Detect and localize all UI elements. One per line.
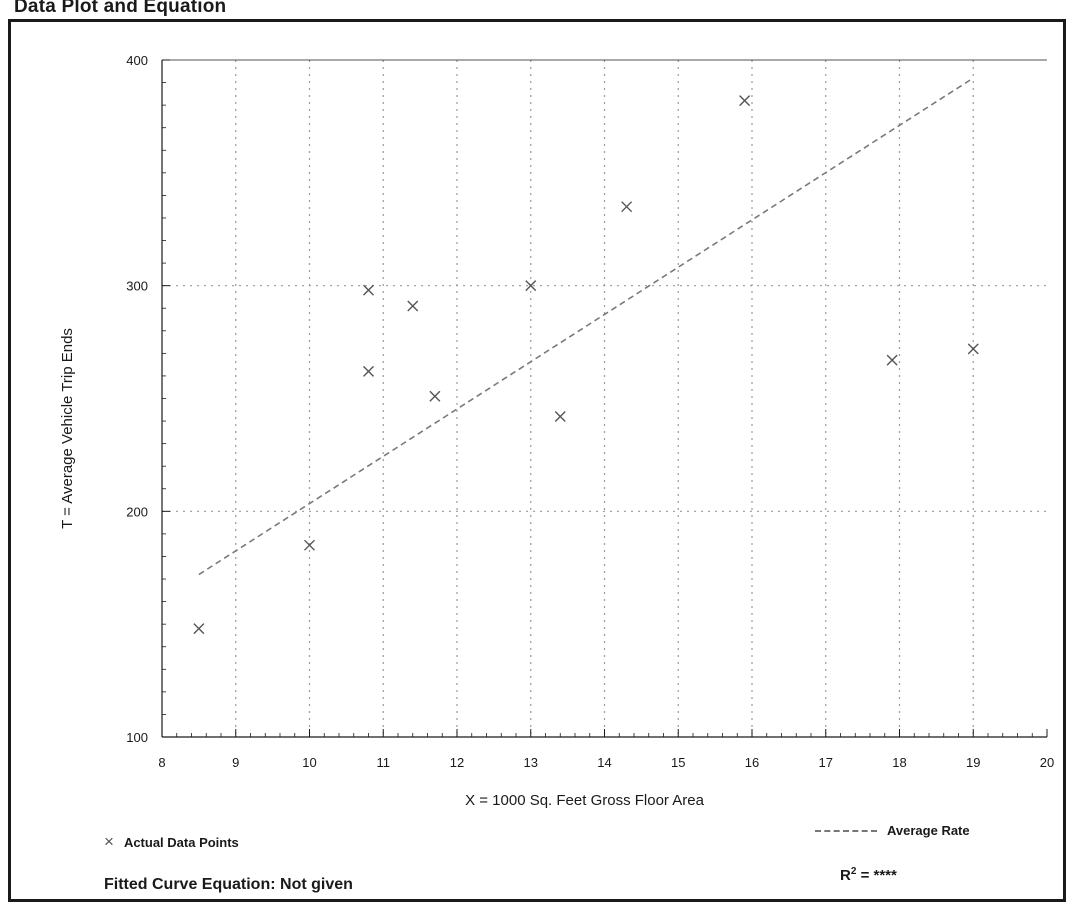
r-squared-lhs: R [840, 867, 851, 884]
legend-average-rate: Average Rate [815, 823, 970, 838]
x-tick-label: 20 [1040, 755, 1054, 770]
legend-average-rate-label: Average Rate [887, 823, 970, 838]
x-tick-label: 17 [819, 755, 833, 770]
x-marker-icon: × [104, 832, 114, 851]
data-point [429, 390, 441, 402]
data-point [407, 300, 419, 312]
x-tick-label: 16 [745, 755, 759, 770]
x-tick-label: 12 [450, 755, 464, 770]
fitted-curve-equation: Fitted Curve Equation: Not given [104, 876, 353, 894]
x-axis-label: X = 1000 Sq. Feet Gross Floor Area [465, 792, 705, 809]
r-squared: R2 = **** [840, 866, 897, 884]
x-tick-label: 19 [966, 755, 980, 770]
legend-actual-points: × Actual Data Points [104, 832, 239, 852]
data-point [886, 354, 898, 366]
data-point [193, 623, 205, 635]
fitted-curve-label: Fitted Curve Equation: [104, 876, 276, 893]
data-point [525, 280, 537, 292]
legend-actual-points-label: Actual Data Points [123, 834, 239, 850]
r-squared-value: = **** [856, 867, 897, 884]
y-tick-label: 400 [126, 53, 148, 68]
x-tick-label: 13 [524, 755, 538, 770]
data-point [304, 539, 315, 551]
average-rate-line [198, 77, 974, 576]
x-tick-label: 11 [377, 755, 391, 770]
dashed-line-icon [815, 829, 877, 832]
y-tick-label: 100 [126, 730, 148, 745]
data-point [363, 365, 374, 377]
fitted-curve-value: Not given [280, 876, 353, 893]
x-tick-label: 14 [597, 755, 611, 770]
y-tick-label: 300 [126, 279, 148, 294]
page-title: Data Plot and Equation [14, 0, 227, 17]
x-tick-label: 18 [892, 755, 906, 770]
x-tick-label: 10 [302, 755, 316, 770]
data-point [621, 201, 633, 213]
data-point [739, 95, 751, 107]
x-tick-label: 8 [158, 755, 165, 770]
data-point [363, 284, 374, 296]
x-tick-label: 15 [671, 755, 685, 770]
data-point [554, 411, 566, 423]
r-squared-exponent: 2 [850, 866, 857, 877]
x-tick-label: 9 [232, 755, 239, 770]
data-point [967, 343, 979, 355]
plot-frame [8, 19, 1066, 902]
y-tick-label: 200 [126, 504, 148, 519]
y-axis-label: T = Average Vehicle Trip Ends [59, 328, 76, 529]
